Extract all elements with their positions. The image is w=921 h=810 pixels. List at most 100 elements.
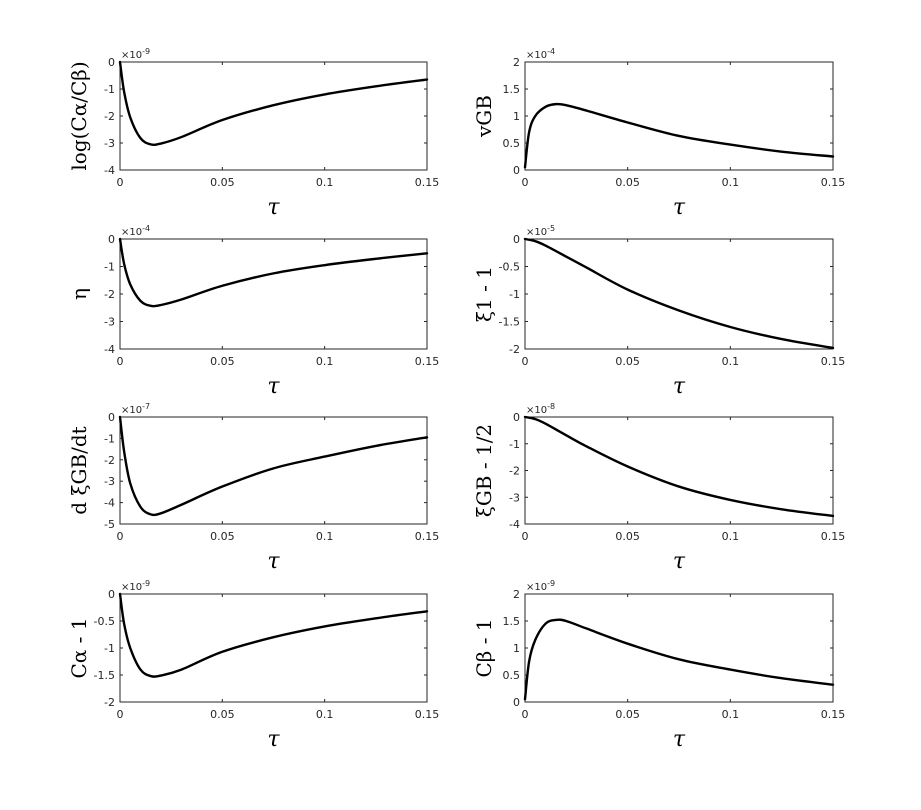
y-tick-label: 0 [513,411,520,424]
axis-exponent: ×10-9 [526,579,555,593]
subplot-2: 0 0.05 0.1 0.15 0 0.5 1 1.5 2 ×10-4 τ vGB [472,47,845,220]
y-tick-label: 1.5 [503,615,521,628]
axis-exponent: ×10-8 [526,402,555,416]
axis-exponent: ×10-4 [526,47,555,61]
y-tick-label: 0 [513,233,520,246]
x-tick-label: 0.15 [821,530,846,543]
x-tick-label: 0.05 [615,708,640,721]
x-tick-label: 0.15 [415,708,440,721]
y-tick-label: 2 [513,56,520,69]
y-tick-label: -5 [104,518,115,531]
subplot-5: 0 0.05 0.1 0.15 -5 -4 -3 -2 -1 0 ×10-7 τ d ξGB/dt [67,402,439,574]
x-tick-label: 0 [117,708,124,721]
y-axis-label: d ξGB/dt [67,426,91,514]
y-tick-label: 2 [513,588,520,601]
y-tick-label: -2 [104,696,115,709]
x-tick-label: 0.1 [722,176,740,189]
axis-exponent: ×10-5 [526,224,555,238]
x-tick-label: 0.15 [821,355,846,368]
y-tick-label: -2 [509,343,520,356]
x-tick-label: 0.15 [415,355,440,368]
plot-frame [119,416,428,525]
y-tick-label: -2 [104,454,115,467]
plot-frame [119,238,428,350]
x-tick-label: 0 [522,176,529,189]
x-tick-label: 0.05 [210,176,235,189]
x-tick-label: 0.05 [210,530,235,543]
x-tick-label: 0 [522,708,529,721]
x-tick-label: 0 [522,355,529,368]
x-tick-label: 0 [117,176,124,189]
y-tick-label: 0.5 [503,137,521,150]
y-tick-label: 0 [108,588,115,601]
x-tick-label: 0.15 [821,708,846,721]
subplot-6: 0 0.05 0.1 0.15 -4 -3 -2 -1 0 ×10-8 τ ξGB - 1/2 [472,402,845,574]
axis-exponent: ×10-7 [121,402,150,416]
x-tick-label: 0.05 [210,708,235,721]
series-line-1 [523,102,835,169]
x-tick-label: 0.1 [316,530,334,543]
y-tick-label: -1 [509,288,520,301]
x-tick-label: 0.1 [722,708,740,721]
y-tick-label: 0 [108,56,115,69]
x-axis-label: τ [673,195,686,220]
y-tick-label: 0 [108,233,115,246]
y-tick-label: -4 [104,497,115,510]
plot-frame [119,593,428,703]
y-tick-label: -1 [104,261,115,274]
y-tick-label: -0.5 [94,615,115,628]
axis-exponent: ×10-9 [121,579,150,593]
x-tick-label: 0.05 [615,176,640,189]
x-axis-label: τ [673,374,686,399]
y-tick-label: -3 [509,491,520,504]
axis-exponent: ×10-9 [121,47,150,61]
plot-frame [524,238,834,350]
x-axis-label: τ [267,549,280,574]
y-axis-label: Cβ - 1 [472,618,496,677]
plot-frame [524,61,834,171]
x-axis-label: τ [267,727,280,752]
y-tick-label: 1.5 [503,83,521,96]
y-tick-label: -2 [509,465,520,478]
x-axis-label: τ [673,549,686,574]
series-line-1 [523,415,835,518]
y-tick-label: -2 [104,110,115,123]
y-tick-label: -4 [509,518,520,531]
y-tick-label: -2 [104,288,115,301]
series-line-1 [523,618,835,701]
plot-frame [524,593,834,703]
subplot-1: 0 0.05 0.1 0.15 -4 -3 -2 -1 0 ×10-9 τ log(Cα/Cβ) [67,47,439,220]
y-tick-label: -1.5 [94,669,115,682]
y-axis-label: vGB [472,95,496,138]
x-tick-label: 0.1 [316,708,334,721]
x-tick-label: 0.1 [316,176,334,189]
y-axis-label: ξ1 - 1 [472,266,496,322]
y-tick-label: 0 [108,411,115,424]
subplot-3: 0 0.05 0.1 0.15 -4 -3 -2 -1 0 ×10-4 τ η [67,224,439,399]
x-tick-label: 0.05 [615,530,640,543]
x-tick-label: 0.15 [821,176,846,189]
y-tick-label: -3 [104,137,115,150]
subplot-4: 0 0.05 0.1 0.15 -2 -1.5 -1 -0.5 0 ×10-5 τ ξ1 - 1 [472,224,845,399]
y-tick-label: -4 [104,164,115,177]
series-line-1 [523,237,835,350]
series-line-1 [118,592,429,678]
y-tick-label: -1 [104,83,115,96]
y-tick-label: -1 [509,438,520,451]
series-line-1 [118,237,429,308]
x-tick-label: 0.1 [316,355,334,368]
series-line-1 [118,415,429,517]
x-tick-label: 0.1 [722,355,740,368]
y-tick-label: -3 [104,475,115,488]
x-tick-label: 0.05 [210,355,235,368]
x-axis-label: τ [673,727,686,752]
axis-exponent: ×10-4 [121,224,150,238]
x-tick-label: 0.15 [415,530,440,543]
y-axis-label: ξGB - 1/2 [472,424,496,517]
x-tick-label: 0 [117,530,124,543]
x-tick-label: 0 [522,530,529,543]
y-tick-label: 0 [513,696,520,709]
subplot-8: 0 0.05 0.1 0.15 0 0.5 1 1.5 2 ×10-9 τ Cβ - 1 [472,579,845,752]
y-tick-label: 1 [513,110,520,123]
